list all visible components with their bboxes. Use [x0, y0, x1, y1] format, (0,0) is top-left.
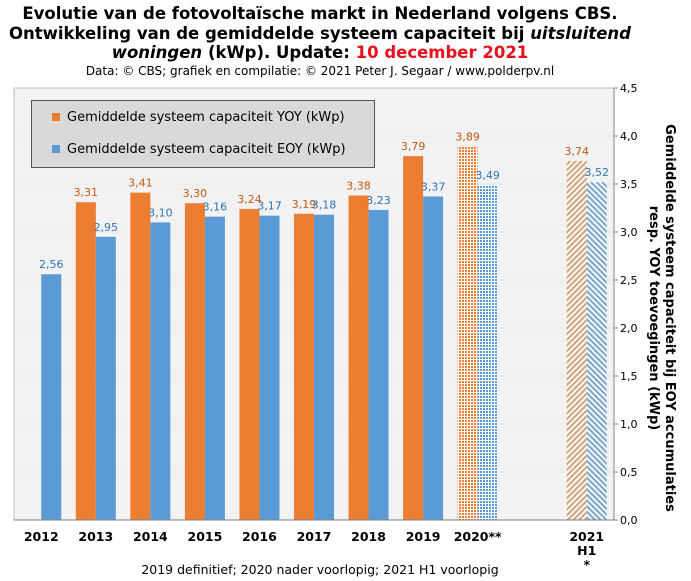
legend: Gemiddelde systeem capaciteit YOY (kWp) …	[31, 100, 375, 168]
bar-yoy	[457, 146, 478, 520]
data-label-yoy: 3,74	[564, 145, 589, 158]
data-label-yoy: 3,24	[237, 193, 262, 206]
x-tick-label: 2021	[569, 529, 604, 544]
bar-yoy	[348, 195, 369, 520]
bar-eoy	[95, 236, 116, 521]
data-label-yoy: 3,19	[292, 198, 317, 211]
x-tick-label: H1	[577, 543, 596, 558]
x-tick-label: 2020**	[454, 529, 502, 544]
y-tick-label: 1,5	[620, 370, 638, 383]
y-axis-title-line-2: resp. YOY toevoegingen (kWp)	[646, 205, 661, 431]
y-axis-title: Gemiddelde systeem capaciteit bij EOY ac…	[645, 124, 677, 512]
bar-eoy	[423, 196, 444, 521]
x-tick-label: 2012	[24, 529, 59, 544]
y-axis-title-line-1: Gemiddelde systeem capaciteit bij EOY ac…	[662, 124, 677, 512]
data-label-eoy: 3,17	[257, 200, 282, 213]
data-label-eoy: 3,10	[148, 206, 173, 219]
bar-eoy	[314, 214, 334, 520]
update-date: 10 december 2021	[355, 43, 529, 62]
x-tick-label: 2013	[78, 529, 113, 544]
x-tick-label: 2016	[242, 529, 277, 544]
x-axis: 2012 2013 2014 2015 2016 2017 2018 2019 2020** 20…	[14, 519, 614, 572]
x-tick-label: 2018	[351, 529, 386, 544]
bar-eoy	[150, 222, 171, 520]
bar-yoy	[130, 192, 151, 520]
data-label-eoy: 3,16	[203, 201, 228, 214]
footnote: 2019 definitief; 2020 nader voorlopig; 2…	[141, 562, 499, 577]
chart-title-line-3: woningen (kWp). Update: 10 december 2021	[0, 43, 640, 63]
y-tick-label: 2,5	[620, 274, 638, 287]
bars	[41, 146, 607, 521]
chart-title-line-2: Ontwikkeling van de gemiddelde systeem c…	[0, 24, 640, 44]
y-tick-label: 2,0	[620, 322, 638, 335]
bar-eoy	[259, 215, 280, 520]
bar-eoy	[204, 216, 225, 520]
bar-eoy	[368, 209, 389, 521]
bar-yoy	[184, 203, 205, 520]
data-source: Data: © CBS; grafiek en compilatie: © 20…	[85, 64, 555, 78]
data-label-eoy: 3,52	[584, 166, 609, 179]
data-label-eoy: 3,18	[312, 199, 337, 212]
bar-yoy	[403, 156, 424, 520]
y-tick-label: 1,0	[620, 418, 638, 431]
y-tick-label: 0,0	[620, 514, 638, 527]
data-label-yoy: 3,41	[128, 177, 153, 190]
legend-label-eoy: Gemiddelde systeem capaciteit EOY (kWp)	[67, 142, 346, 157]
x-tick-label: 2017	[297, 529, 332, 544]
bar-eoy	[586, 182, 607, 520]
bar-yoy	[566, 160, 587, 520]
data-label-eoy: 2,56	[39, 258, 64, 271]
y-tick-label: 3,5	[620, 178, 638, 191]
x-tick-label: 2019	[406, 529, 441, 544]
chart-title-line-1: Evolutie van de fotovoltaïsche markt in …	[22, 4, 618, 23]
data-label-yoy: 3,79	[401, 140, 426, 153]
bar-yoy	[75, 202, 96, 521]
y-axis: 0,0 0,5 1,0 1,5 2,0 2,5 3,0 3,5 4,0 4,5	[613, 82, 638, 527]
title-line-3-text: (kWp). Update:	[207, 43, 350, 62]
title-line-2-italic: uitsluitend	[530, 24, 631, 43]
data-label-eoy: 3,23	[366, 194, 391, 207]
y-tick-label: 3,0	[620, 226, 638, 239]
data-label-eoy: 2,95	[94, 221, 119, 234]
x-tick-label: *	[583, 557, 590, 572]
data-label-yoy: 3,89	[455, 131, 480, 144]
y-tick-label: 0,5	[620, 466, 638, 479]
data-label-yoy: 3,38	[346, 180, 371, 193]
bar-eoy	[41, 274, 62, 520]
legend-item-yoy: Gemiddelde systeem capaciteit YOY (kWp)	[52, 110, 345, 125]
x-tick-label: 2015	[188, 529, 223, 544]
bar-yoy	[239, 208, 260, 520]
data-labels: 2,56 3,31 2,95 3,41 3,10 3,303,16 3,243,17 3,19…	[39, 131, 609, 272]
title-line-3-italic: woningen	[111, 43, 203, 62]
legend-label-yoy: Gemiddelde systeem capaciteit YOY (kWp)	[67, 110, 345, 125]
legend-item-eoy: Gemiddelde systeem capaciteit EOY (kWp)	[52, 142, 346, 157]
y-tick-label: 4,0	[620, 130, 638, 143]
x-tick-label: 2014	[133, 529, 168, 544]
bar-yoy	[294, 213, 314, 520]
legend-swatch-eoy	[52, 144, 60, 153]
data-label-eoy: 3,37	[421, 180, 446, 193]
data-label-yoy: 3,30	[183, 187, 208, 200]
y-tick-label: 4,5	[620, 82, 638, 95]
legend-swatch-yoy	[52, 112, 60, 121]
data-label-eoy: 3,49	[475, 169, 500, 182]
data-label-yoy: 3,31	[74, 186, 99, 199]
title-line-2-text: Ontwikkeling van de gemiddelde systeem c…	[8, 24, 525, 43]
bar-eoy	[477, 184, 498, 520]
